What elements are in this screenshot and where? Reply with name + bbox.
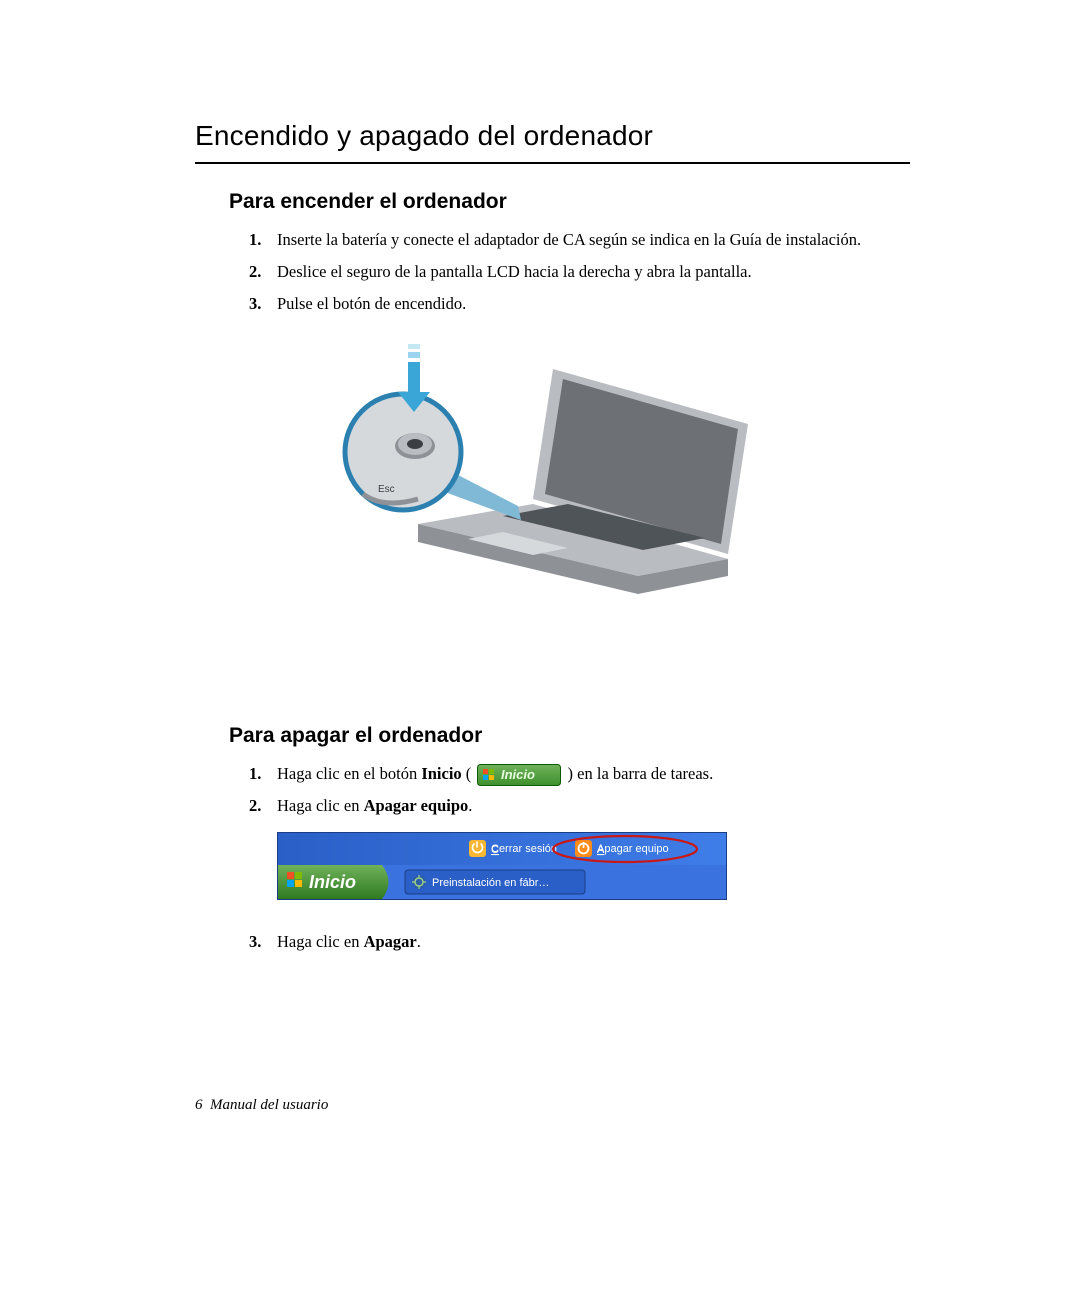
start-button-icon: Inicio bbox=[477, 764, 561, 786]
svg-text:C: C bbox=[491, 844, 499, 856]
step-text-bold: Apagar bbox=[364, 932, 417, 951]
step-text-bold: Inicio bbox=[421, 764, 461, 783]
step-number: 2. bbox=[249, 794, 261, 818]
step-text-part: . bbox=[417, 932, 421, 951]
step-number: 1. bbox=[249, 762, 261, 786]
svg-text:Inicio: Inicio bbox=[309, 872, 356, 892]
svg-text:Esc: Esc bbox=[378, 484, 395, 495]
step-item: 3. Pulse el botón de encendido. bbox=[277, 292, 900, 316]
steps-off: 1. Haga clic en el botón Inicio ( Inicio bbox=[277, 762, 900, 818]
page-footer: 6 Manual del usuario bbox=[195, 1097, 328, 1114]
step-text-bold: Apagar equipo bbox=[364, 796, 469, 815]
step-text: Deslice el seguro de la pantalla LCD hac… bbox=[277, 262, 752, 281]
step-number: 3. bbox=[249, 292, 261, 316]
step-text-part: ) en la barra de tareas. bbox=[563, 764, 713, 783]
laptop-illustration: Esc bbox=[333, 344, 773, 644]
step-text: Inserte la batería y conecte el adaptado… bbox=[277, 230, 861, 249]
step-item: 2. Deslice el seguro de la pantalla LCD … bbox=[277, 260, 900, 284]
step-item: 3. Haga clic en Apagar. bbox=[277, 930, 900, 954]
step-text: Pulse el botón de encendido. bbox=[277, 294, 466, 313]
step-text-part: Haga clic en bbox=[277, 796, 364, 815]
steps-off-cont: 3. Haga clic en Apagar. bbox=[277, 930, 900, 954]
svg-text:Preinstalación en fábr…: Preinstalación en fábr… bbox=[432, 877, 549, 889]
svg-text:Cerrar sesión: Cerrar sesión bbox=[491, 843, 557, 855]
step-text-part: . bbox=[468, 796, 472, 815]
shutdown-icon bbox=[575, 840, 592, 857]
page-number: 6 bbox=[195, 1097, 203, 1113]
step-number: 2. bbox=[249, 260, 261, 284]
step-number: 3. bbox=[249, 930, 261, 954]
step-number: 1. bbox=[249, 228, 261, 252]
step-item: 1. Inserte la batería y conecte el adapt… bbox=[277, 228, 900, 252]
step-text-part: Haga clic en bbox=[277, 932, 364, 951]
footer-label: Manual del usuario bbox=[210, 1097, 328, 1113]
taskbar-illustration: Cerrar sesión C Apagar equipo A Inicio P… bbox=[277, 832, 727, 902]
step-item: 2. Haga clic en Apagar equipo. bbox=[277, 794, 900, 818]
steps-on: 1. Inserte la batería y conecte el adapt… bbox=[277, 228, 900, 316]
svg-text:Apagar equipo: Apagar equipo bbox=[597, 843, 669, 855]
section-heading-off: Para apagar el ordenador bbox=[229, 724, 910, 748]
step-item: 1. Haga clic en el botón Inicio ( Inicio bbox=[277, 762, 900, 786]
svg-text:A: A bbox=[597, 844, 605, 856]
section-heading-on: Para encender el ordenador bbox=[229, 190, 910, 214]
svg-text:Inicio: Inicio bbox=[501, 767, 535, 782]
page-title: Encendido y apagado del ordenador bbox=[195, 120, 910, 164]
logoff-icon bbox=[469, 840, 486, 857]
step-text-part: ( bbox=[462, 764, 476, 783]
step-text-part: Haga clic en el botón bbox=[277, 764, 421, 783]
